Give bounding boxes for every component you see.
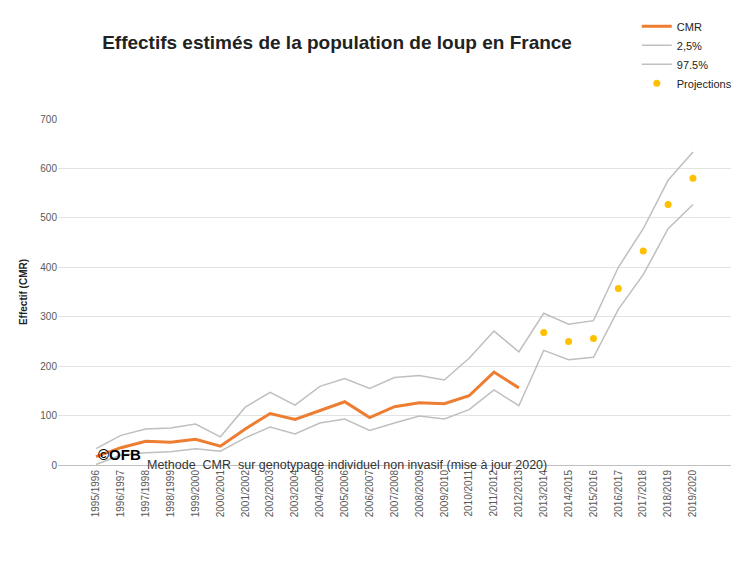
svg-text:CMR: CMR [677,21,702,33]
svg-text:2006/2007: 2006/2007 [364,470,375,518]
svg-text:2015/2016: 2015/2016 [588,470,599,518]
svg-text:1995/1996: 1995/1996 [90,470,101,518]
svg-text:2016/2017: 2016/2017 [613,470,624,518]
svg-text:1998/1999: 1998/1999 [165,470,176,518]
svg-text:500: 500 [40,212,57,223]
svg-text:0: 0 [51,460,57,471]
svg-text:2009/2010: 2009/2010 [439,470,450,518]
svg-text:2000/2001: 2000/2001 [215,470,226,518]
svg-text:©OFB: ©OFB [98,446,141,463]
svg-text:2018/2019: 2018/2019 [662,470,673,518]
svg-text:1997/1998: 1997/1998 [140,470,151,518]
svg-text:700: 700 [40,114,57,125]
svg-text:Projections: Projections [677,78,732,90]
svg-text:200: 200 [40,361,57,372]
svg-text:2002/2003: 2002/2003 [264,470,275,518]
svg-text:2004/2005: 2004/2005 [314,470,325,518]
svg-text:2010/2011: 2010/2011 [463,470,474,517]
svg-text:2001/2002: 2001/2002 [240,470,251,518]
svg-text:2013/2014: 2013/2014 [538,470,549,518]
svg-text:2014/2015: 2014/2015 [563,470,574,518]
svg-text:Methode CMR sur genotypage i: Methode CMR sur genotypage individuel no… [147,458,547,472]
svg-text:400: 400 [40,262,57,273]
svg-text:2007/2008: 2007/2008 [389,470,400,518]
svg-text:300: 300 [40,311,57,322]
svg-text:1996/1997: 1996/1997 [115,470,126,518]
svg-text:2019/2020: 2019/2020 [687,470,698,518]
svg-text:2008/2009: 2008/2009 [414,470,425,518]
svg-text:2005/2006: 2005/2006 [339,470,350,518]
svg-text:Effectifs estimés de la popula: Effectifs estimés de la population de lo… [102,32,572,53]
svg-text:2012/2013: 2012/2013 [513,470,524,518]
svg-text:97.5%: 97.5% [677,59,708,71]
svg-text:1999/2000: 1999/2000 [190,470,201,518]
svg-text:2017/2018: 2017/2018 [637,470,648,518]
svg-text:2003/2004: 2003/2004 [289,470,300,518]
svg-text:2011/2012: 2011/2012 [488,470,499,517]
svg-text:Effectif (CMR): Effectif (CMR) [18,259,29,325]
svg-text:2,5%: 2,5% [677,40,702,52]
svg-text:100: 100 [40,410,57,421]
svg-text:600: 600 [40,163,57,174]
